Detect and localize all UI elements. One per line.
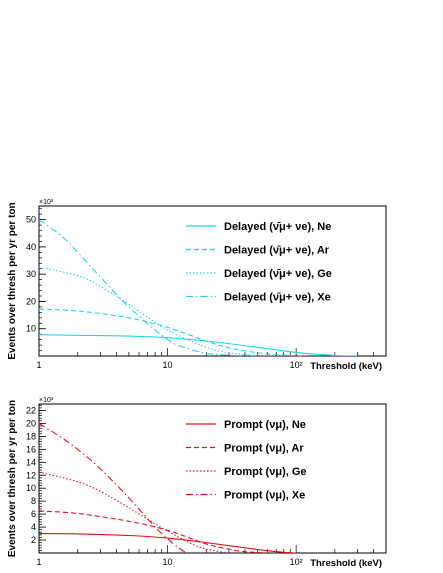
- y-tick-label: 20: [26, 296, 36, 306]
- series-line-0: [39, 533, 297, 553]
- prompt-panel: 2 4 6 8 10 12 14 16 18 20 22 1 10 10² ×10³ Threshold (k…: [7, 397, 387, 569]
- y-tick-label: 2: [31, 535, 36, 545]
- y-tick-label: 14: [26, 457, 36, 467]
- legend-entry: Prompt (νμ), Ge: [224, 466, 307, 478]
- y-tick-label: 12: [26, 470, 36, 480]
- x-axis-title: Threshold (keV): [310, 361, 382, 372]
- y-tick-label: 8: [31, 496, 36, 506]
- y-tick-label: 22: [26, 405, 36, 415]
- x-tick-label: 10: [163, 557, 173, 567]
- legend-entry: Prompt (νμ), Ar: [224, 443, 304, 455]
- plot-frame: [38, 403, 387, 554]
- y-tick-label: 50: [26, 215, 36, 225]
- series-line-2: [39, 266, 284, 356]
- x-tick-label: 10²: [290, 360, 303, 370]
- y-tick-label: 16: [26, 444, 36, 454]
- legend-entry: Delayed (ν̄μ+ νe), Ar: [224, 245, 330, 257]
- x-tick-label: 1: [36, 557, 41, 567]
- y-tick-label: 18: [26, 431, 36, 441]
- x-axis-title: Threshold (keV): [310, 558, 382, 569]
- y-multiplier-label: ×10³: [39, 397, 54, 404]
- y-tick-label: 4: [31, 522, 36, 532]
- y-tick-label: 20: [26, 418, 36, 428]
- legend-entry: Delayed (ν̄μ+ νe), Xe: [224, 292, 331, 304]
- series-line-3: [39, 219, 258, 356]
- y-tick-label: 6: [31, 509, 36, 519]
- legend-entry: Prompt (νμ), Xe: [224, 490, 305, 502]
- x-tick-label: 10²: [290, 557, 303, 567]
- y-tick-label: 40: [26, 242, 36, 252]
- x-tick-label: 1: [36, 360, 41, 370]
- series-line-1: [39, 308, 307, 356]
- legend-entry: Delayed (ν̄μ+ νe), Ne: [224, 221, 331, 233]
- y-multiplier-label: ×10³: [39, 199, 54, 206]
- y-tick-label: 30: [26, 269, 36, 279]
- delayed-panel: 10 20 30 40 50 1 10 10² ×10³ Threshold (keV) Event…: [7, 199, 387, 372]
- series-line-3: [39, 422, 187, 553]
- legend-entry: Prompt (νμ), Ne: [224, 419, 306, 431]
- y-axis-title: Events over thresh per yr per ton: [7, 202, 18, 359]
- series-line-1: [39, 510, 268, 553]
- y-tick-label: 10: [26, 483, 36, 493]
- y-axis-title: Events over thresh per yr per ton: [7, 400, 18, 557]
- plot-frame: [38, 205, 387, 357]
- x-tick-label: 10: [163, 360, 173, 370]
- legend-entry: Delayed (ν̄μ+ νe), Ge: [224, 268, 332, 280]
- y-tick-label: 10: [26, 324, 36, 334]
